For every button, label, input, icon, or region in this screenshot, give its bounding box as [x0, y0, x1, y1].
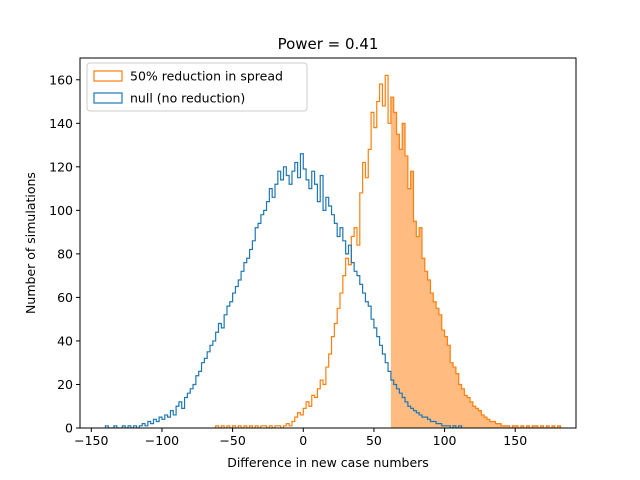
y-axis-label: Number of simulations [23, 172, 38, 314]
y-tick-label: 0 [65, 421, 73, 436]
series-line-null [104, 153, 463, 428]
legend-entry-label: null (no reduction) [130, 91, 245, 106]
x-tick-label: −50 [219, 433, 245, 448]
x-tick-label: −150 [74, 433, 108, 448]
plot-area [80, 58, 576, 428]
legend: 50% reduction in spread null (no reductio… [86, 62, 308, 112]
y-tick-label: 80 [57, 246, 73, 261]
chart-title: Power = 0.41 [278, 35, 379, 53]
shaded-region-0 [390, 97, 561, 428]
series-line-reduction [215, 74, 562, 428]
plot-marks [104, 74, 562, 428]
x-tick-label: 150 [503, 433, 527, 448]
legend-swatch [93, 70, 123, 82]
y-tick-label: 140 [49, 116, 73, 131]
axes-frame [79, 57, 577, 429]
x-tick-label: 50 [366, 433, 382, 448]
y-tick-label: 120 [49, 159, 73, 174]
legend-swatch [93, 92, 123, 104]
y-tick-label: 40 [57, 333, 73, 348]
x-tick-label: 100 [433, 433, 457, 448]
x-axis-label: Difference in new case numbers [227, 455, 429, 470]
legend-entry-label: 50% reduction in spread [130, 69, 283, 84]
x-tick-label: −100 [145, 433, 179, 448]
x-tick-label: 0 [299, 433, 307, 448]
legend-box [86, 62, 308, 112]
y-tick-label: 100 [49, 203, 73, 218]
y-tick-label: 60 [57, 290, 73, 305]
y-tick-label: 20 [57, 377, 73, 392]
y-tick-label: 160 [49, 72, 73, 87]
